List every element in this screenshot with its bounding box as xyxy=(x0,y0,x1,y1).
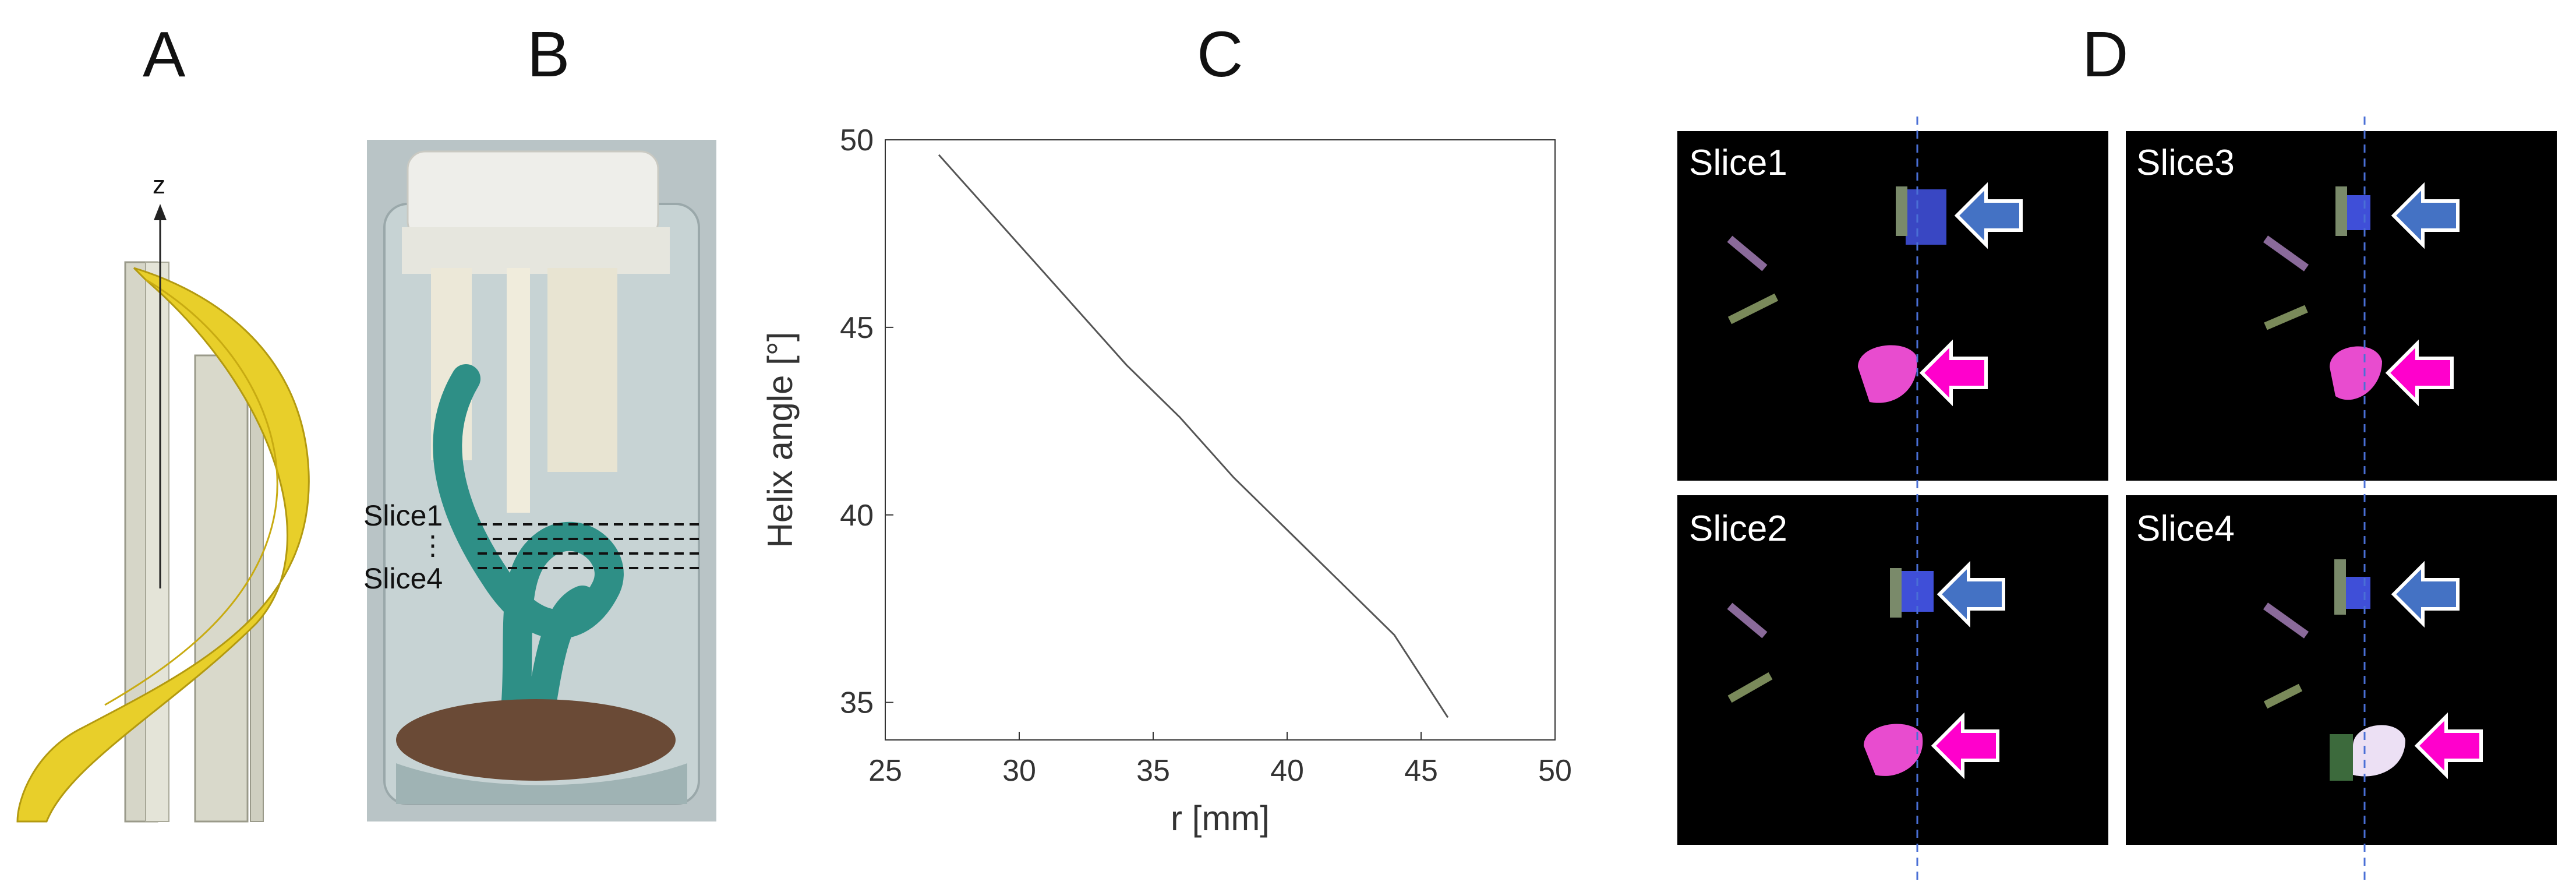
x-tick-label: 45 xyxy=(1404,754,1438,788)
tube-left-inner xyxy=(145,262,169,822)
x-tick-label: 25 xyxy=(868,754,902,788)
y-tick-label: 50 xyxy=(840,124,874,157)
slice-label-top: Slice1 xyxy=(363,499,443,532)
slice-image-1: Slice1 xyxy=(1677,131,2108,481)
z-axis-label: z xyxy=(153,171,165,199)
x-tick-label: 40 xyxy=(1270,754,1304,788)
jar-bottom xyxy=(396,763,687,804)
x-tick-label: 30 xyxy=(1002,754,1036,788)
x-tick-label: 50 xyxy=(1538,754,1572,788)
helix-ribbon xyxy=(16,267,310,823)
helix-ribbon-shading xyxy=(104,278,278,706)
phantom-photo: Slice1 ⋮ Slice4 xyxy=(363,140,716,821)
y-tick-label: 35 xyxy=(840,686,874,720)
slice-title-3: Slice3 xyxy=(2136,143,2235,183)
plot-frame xyxy=(885,139,1556,741)
slice-image-grid: Slice1 Slice3 Slice2 Slice4 xyxy=(1677,117,2557,885)
tube-right-edge xyxy=(250,372,264,822)
helix-angle-chart: 25 30 35 40 45 50 35 40 45 50 r [mm] Helix angle… xyxy=(761,124,1572,838)
panel-letter-c: C xyxy=(1197,19,1243,90)
slice-title-2: Slice2 xyxy=(1689,509,1787,549)
tube-right xyxy=(194,354,249,823)
y-tick-label: 45 xyxy=(840,311,874,345)
panel-letter-a: A xyxy=(143,19,186,90)
y-ticks: 35 40 45 50 xyxy=(840,124,893,720)
lid-cloth xyxy=(402,227,670,274)
x-axis-label: r [mm] xyxy=(1171,799,1270,838)
holder-right xyxy=(547,268,617,472)
x-tick-label: 35 xyxy=(1136,754,1170,788)
x-ticks: 25 30 35 40 45 50 xyxy=(868,732,1572,788)
jar-lid xyxy=(407,150,659,240)
y-tick-label: 40 xyxy=(840,499,874,533)
slice-image-4: Slice4 xyxy=(2126,495,2557,845)
slice-image-2: Slice2 xyxy=(1677,495,2108,845)
slice-label-dots: ⋮ xyxy=(419,530,446,560)
phantom-base xyxy=(396,699,676,781)
y-axis-label: Helix angle [°] xyxy=(761,332,800,548)
slice-title-1: Slice1 xyxy=(1689,143,1787,183)
slice-title-4: Slice4 xyxy=(2136,509,2235,549)
panel-letter-d: D xyxy=(2082,19,2129,90)
holder-center-rod xyxy=(507,268,530,513)
helix-schematic: z xyxy=(16,171,310,823)
helix-angle-curve xyxy=(938,154,1449,718)
z-axis-arrowhead xyxy=(154,204,167,220)
slice-image-3: Slice3 xyxy=(2126,131,2557,481)
slice-label-bottom: Slice4 xyxy=(363,562,443,595)
panel-letter-b: B xyxy=(527,19,570,90)
